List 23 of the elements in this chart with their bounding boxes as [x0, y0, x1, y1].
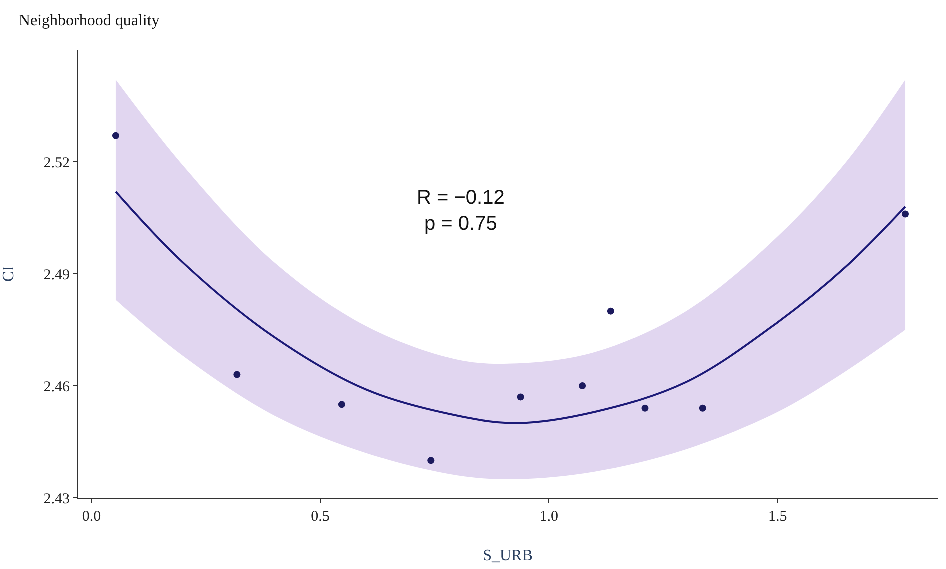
- x-tick-label: 1.5: [768, 509, 788, 525]
- chart-title: Neighborhood quality: [18, 12, 160, 30]
- x-tick-label: 0.0: [82, 509, 102, 525]
- point: [428, 457, 435, 464]
- x-axis-title: S_URB: [483, 548, 533, 565]
- x-tick-label: 0.5: [311, 509, 330, 525]
- y-tick-label: 2.52: [44, 155, 70, 172]
- x-tick-label: 1.0: [540, 509, 559, 525]
- y-tick-label: 2.43: [44, 491, 70, 508]
- point: [607, 308, 614, 315]
- point: [517, 394, 524, 401]
- point: [642, 404, 649, 412]
- point: [902, 210, 910, 218]
- point: [579, 382, 586, 390]
- y-axis-title: CI: [0, 266, 18, 282]
- point: [699, 404, 706, 412]
- point: [112, 132, 120, 140]
- point: [234, 371, 241, 378]
- y-tick-label: 2.49: [44, 267, 70, 284]
- annotation: R = −0.12 p = 0.75: [417, 187, 505, 235]
- line-series: [114, 190, 907, 424]
- y-tick-label: 2.46: [44, 379, 70, 396]
- point: [338, 401, 346, 408]
